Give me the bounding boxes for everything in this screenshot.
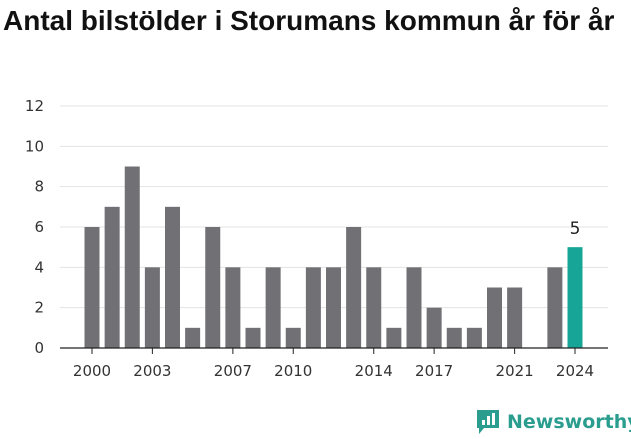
chart-title: Antal bilstölder i Storumans kommun år f… (3, 5, 615, 36)
x-tick-label: 2010 (274, 362, 312, 380)
x-axis-tick-labels: 2000 2003 2007 2010 2014 2017 2021 2024 (73, 362, 594, 380)
brand-name: Newsworthy (507, 411, 631, 433)
bar (547, 267, 563, 348)
x-tick-label: 2003 (133, 362, 171, 380)
bar (466, 327, 482, 348)
data-labels: 5 (570, 219, 581, 239)
x-tick-label: 2021 (496, 362, 534, 380)
bar (104, 206, 120, 348)
y-axis-tick-labels: 0 2 4 6 8 10 12 (25, 97, 44, 357)
y-tick-label: 2 (34, 299, 44, 317)
bar (185, 327, 201, 348)
y-tick-label: 6 (34, 218, 44, 236)
y-tick-label: 12 (25, 97, 44, 115)
highlight-data-label: 5 (570, 219, 581, 239)
x-tick-label: 2014 (355, 362, 393, 380)
bar (326, 267, 341, 348)
x-tick-label: 2024 (556, 362, 594, 380)
bar (446, 327, 462, 348)
y-tick-label: 10 (25, 137, 44, 155)
bars (84, 166, 583, 348)
bar (366, 267, 382, 348)
bar (245, 327, 261, 348)
bar (205, 227, 221, 348)
bar (305, 267, 321, 348)
bar (406, 267, 422, 348)
bar (225, 267, 241, 348)
newsworthy-logo-icon (477, 410, 499, 434)
x-tick-label: 2007 (214, 362, 252, 380)
y-tick-label: 0 (34, 339, 44, 357)
bar (346, 227, 362, 348)
bar (426, 307, 442, 348)
x-axis (60, 347, 608, 354)
bar (84, 227, 100, 348)
bar (507, 287, 523, 348)
bar (386, 327, 402, 348)
newsworthy-logo: Newsworthy (475, 405, 631, 439)
x-tick-label: 2017 (415, 362, 453, 380)
bar (487, 287, 502, 348)
y-tick-label: 8 (34, 178, 44, 196)
bar (285, 327, 301, 348)
x-tick-label: 2000 (73, 362, 111, 380)
bar (165, 206, 180, 348)
bar (124, 166, 140, 348)
bar-highlight (567, 247, 583, 348)
bar (144, 267, 160, 348)
y-tick-label: 4 (34, 258, 44, 276)
bar (265, 267, 281, 348)
